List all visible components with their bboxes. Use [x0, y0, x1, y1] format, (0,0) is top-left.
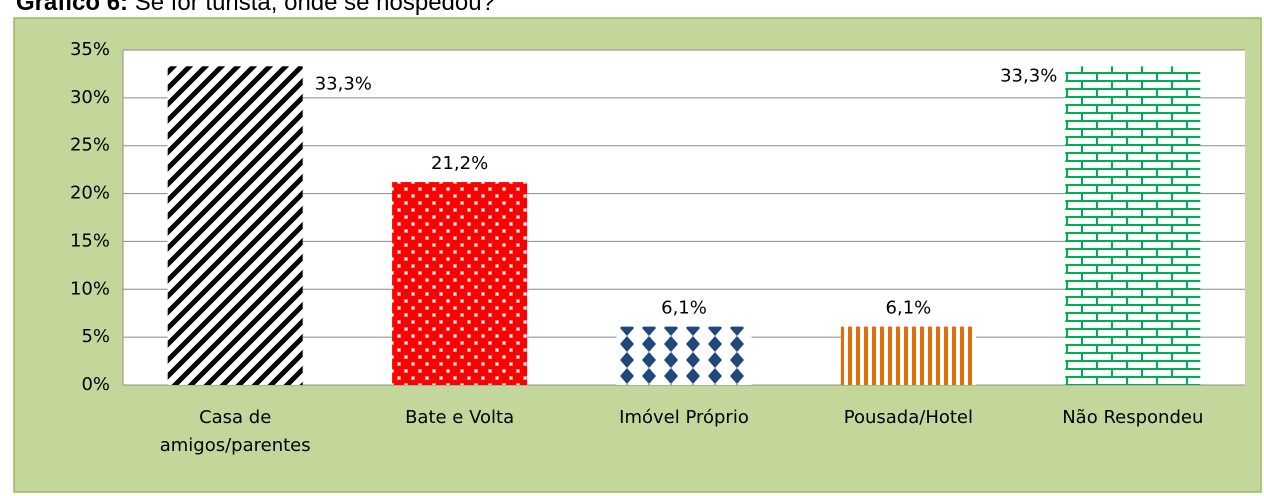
- bar: [392, 182, 528, 385]
- y-tick-label: 0%: [81, 374, 110, 395]
- bar: [840, 326, 976, 385]
- chart-title-label: Gráfico 6:: [16, 0, 129, 16]
- chart-title-block: Gráfico 6: Se for turista, onde se hospe…: [16, 0, 495, 17]
- data-label: 33,3%: [1000, 65, 1057, 86]
- bar: [1065, 66, 1201, 386]
- x-tick-label: Imóvel Próprio: [619, 407, 749, 428]
- x-tick-label: Não Respondeu: [1062, 407, 1204, 428]
- y-tick-label: 25%: [70, 135, 110, 156]
- y-tick-label: 30%: [70, 87, 110, 108]
- x-tick-label: Pousada/Hotel: [843, 407, 974, 428]
- y-tick-label: 20%: [70, 183, 110, 204]
- data-label: 21,2%: [431, 153, 488, 174]
- y-tick-label: 15%: [70, 230, 110, 251]
- data-label: 6,1%: [886, 298, 932, 319]
- y-tick-label: 5%: [81, 326, 110, 347]
- data-label: 33,3%: [315, 73, 372, 94]
- bar: [616, 326, 752, 385]
- y-tick-label: 10%: [70, 278, 110, 299]
- y-tick-label: 35%: [70, 39, 110, 60]
- x-tick-label: Bate e Volta: [405, 407, 515, 428]
- data-label: 6,1%: [661, 298, 707, 319]
- bar: [167, 66, 303, 386]
- x-tick-label: Casa de amigos/parentes: [159, 407, 311, 456]
- chart-title: Se for turista, onde se hospedou?: [134, 0, 495, 16]
